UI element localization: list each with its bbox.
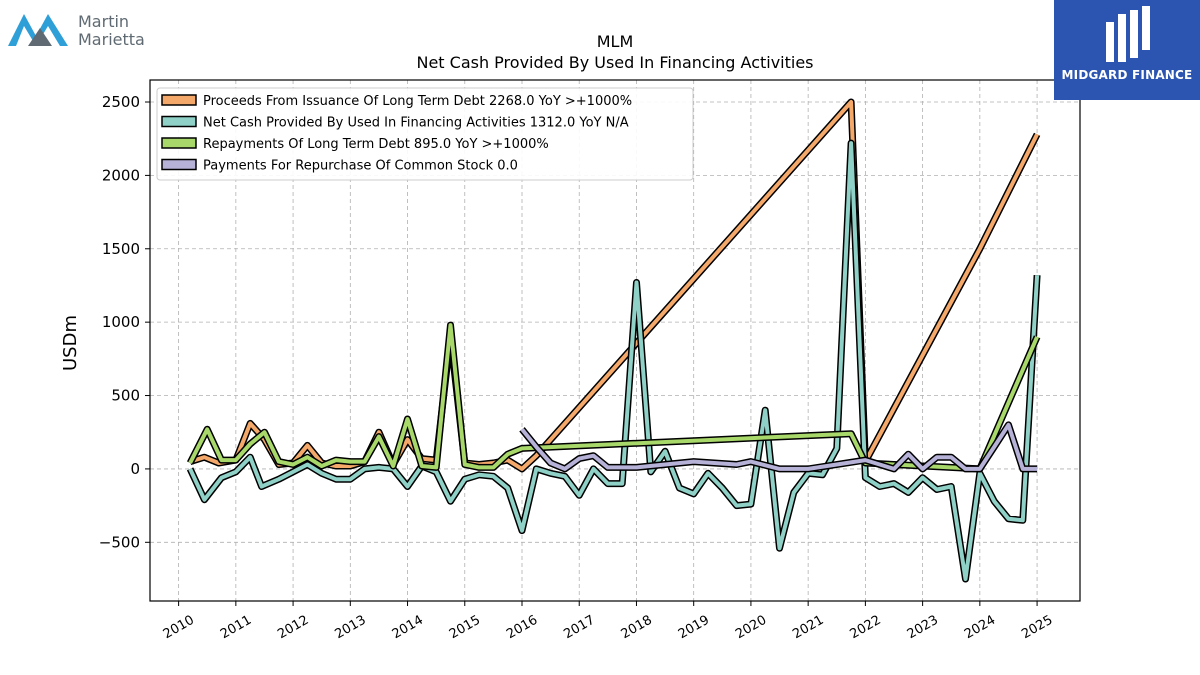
- x-tick-label: 2020: [733, 613, 769, 643]
- y-tick-label: 1000: [102, 313, 140, 331]
- series-line-3: [520, 422, 1038, 471]
- midgard-finance-logo: MIDGARD FINANCE: [1054, 0, 1200, 100]
- legend-swatch-2: [161, 137, 197, 149]
- legend: Proceeds From Issuance Of Long Term Debt…: [156, 87, 694, 181]
- legend-label-1: Net Cash Provided By Used In Financing A…: [203, 116, 629, 131]
- legend-label-0: Proceeds From Issuance Of Long Term Debt…: [203, 94, 632, 109]
- midgard-emblem-icon: [1106, 6, 1150, 62]
- logo-text-marietta: Marietta: [78, 30, 145, 49]
- legend-swatch-1: [161, 115, 197, 128]
- legend-box: [156, 87, 694, 181]
- x-tick-label: 2018: [619, 613, 655, 643]
- x-tick-label: 2024: [962, 613, 998, 643]
- mountain-logo-icon: [8, 14, 68, 46]
- chart-subtitle: Net Cash Provided By Used In Financing A…: [416, 53, 813, 72]
- series-outline-2: [186, 321, 1041, 473]
- chart-title: MLM: [597, 32, 634, 51]
- y-tick-label: −500: [99, 533, 140, 551]
- series-outline-1: [186, 139, 1041, 583]
- x-tick-label: 2021: [790, 613, 826, 643]
- legend-swatch-3: [161, 158, 197, 171]
- legend-label-3: Payments For Repurchase Of Common Stock …: [203, 159, 518, 174]
- y-tick-label: 2000: [102, 166, 140, 184]
- x-tick-label: 2023: [905, 613, 941, 643]
- x-tick-label: 2016: [504, 613, 540, 643]
- y-tick-label: 0: [130, 460, 140, 478]
- x-tick-label: 2017: [561, 613, 597, 643]
- x-tick-label: 2013: [332, 613, 368, 643]
- series-line-2: [188, 323, 1039, 471]
- publisher-name: MIDGARD FINANCE: [1061, 68, 1193, 82]
- series-line-1: [188, 141, 1040, 581]
- y-tick-label: 2500: [102, 93, 140, 111]
- logo-text-martin: Martin: [78, 12, 130, 31]
- x-tick-label: 2011: [218, 613, 254, 643]
- x-tick-label: 2014: [390, 613, 426, 643]
- x-tick-label: 2025: [1019, 613, 1055, 643]
- legend-label-2: Repayments Of Long Term Debt 895.0 YoY >…: [203, 137, 549, 152]
- x-tick-label: 2015: [447, 613, 483, 643]
- x-tick-label: 2019: [676, 613, 712, 643]
- series-layer: [186, 98, 1041, 583]
- martin-marietta-logo: Martin Marietta: [6, 6, 166, 50]
- y-tick-label: 500: [111, 387, 140, 405]
- x-tick-label: 2010: [161, 613, 197, 643]
- y-axis-label: USDm: [60, 315, 81, 371]
- legend-swatch-0: [161, 94, 197, 106]
- x-tick-label: 2012: [275, 613, 311, 643]
- y-tick-label: 1500: [102, 240, 140, 258]
- x-tick-label: 2022: [848, 613, 884, 643]
- plot-frame: [149, 79, 1081, 602]
